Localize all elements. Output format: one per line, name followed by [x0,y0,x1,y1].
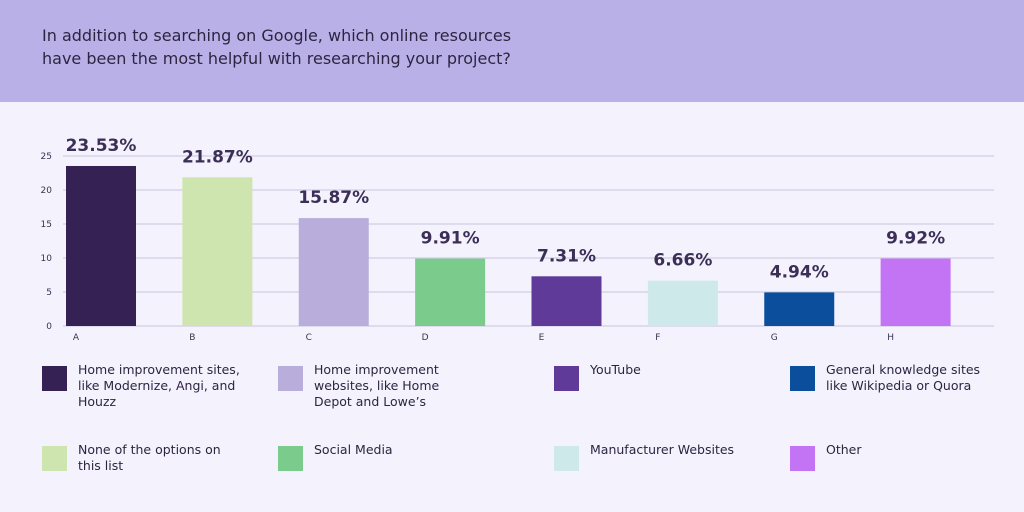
y-tick-label: 15 [41,220,52,230]
data-label: 15.87% [298,188,369,208]
legend-label: Manufacturer Websites [590,442,735,457]
x-tick-label: E [539,333,545,343]
bar [764,292,835,326]
bar [880,258,951,326]
legend-item: Manufacturer Websites [554,442,754,471]
x-tick-label: A [73,333,80,343]
data-label: 21.87% [182,147,253,167]
x-tick-label: B [189,333,195,343]
data-label: 7.31% [537,246,596,266]
legend-label: General knowledge sites like Wikipedia o… [826,362,981,393]
y-tick-label: 10 [41,254,53,264]
bar [66,165,136,326]
legend-item: None of the options on this list [42,442,242,474]
data-label: 4.94% [770,262,829,282]
legend-item: Social Media [278,442,478,471]
legend-swatch [554,446,579,471]
x-tick-label: G [771,333,778,343]
y-tick-label: 20 [41,186,53,196]
bar [531,276,602,326]
legend-item: General knowledge sites like Wikipedia o… [790,362,1005,394]
legend-swatch [278,446,303,471]
legend-label: Other [826,442,862,457]
x-tick-label: H [887,333,894,343]
data-label: 9.92% [886,229,945,249]
legend-label: None of the options on this list [78,442,221,473]
legend-swatch [42,446,67,471]
bar [415,258,486,326]
legend-label: Social Media [314,442,393,457]
bar [298,218,369,326]
y-tick-label: 25 [41,152,52,162]
bar [647,280,718,326]
legend-label: Home improvement sites, like Modernize, … [78,362,240,409]
data-label: 9.91% [421,229,480,249]
legend-swatch [42,366,67,391]
data-label: 6.66% [653,251,712,271]
data-label: 23.53% [66,136,137,156]
chart-title: In addition to searching on Google, whic… [42,26,512,68]
legend-swatch [790,446,815,471]
x-tick-label: F [655,333,660,343]
legend-item: YouTube [554,362,754,391]
x-tick-label: D [422,333,429,343]
legend-swatch [278,366,303,391]
legend-item: Home improvement sites, like Modernize, … [42,362,242,410]
bar [182,177,253,326]
y-tick-label: 0 [46,322,52,332]
x-tick-label: C [306,333,312,343]
legend-label: YouTube [590,362,641,377]
y-tick-label: 5 [46,288,52,298]
legend-label: Home improvement websites, like Home Dep… [314,362,440,409]
legend-item: Other [790,442,1005,471]
legend-swatch [554,366,579,391]
legend-swatch [790,366,815,391]
legend-item: Home improvement websites, like Home Dep… [278,362,478,410]
header-banner: In addition to searching on Google, whic… [0,0,1024,102]
